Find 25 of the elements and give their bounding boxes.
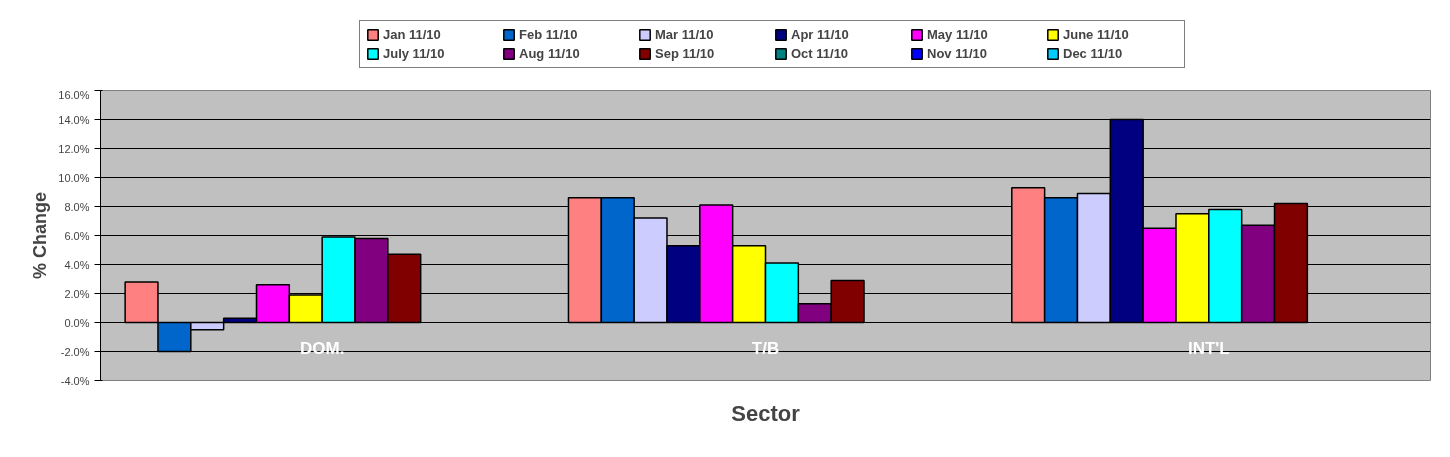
legend-label: Sep 11/10 [655, 46, 716, 61]
y-tick-label: -2.0% [60, 345, 90, 358]
legend-label: Oct 11/10 [791, 46, 850, 61]
y-tick-label: 12.0% [58, 142, 90, 155]
legend-label: July 11/10 [383, 46, 446, 61]
legend-label: Aug 11/10 [519, 46, 581, 61]
legend-label: June 11/10 [1063, 27, 1130, 42]
legend-label: May 11/10 [927, 27, 989, 42]
y-tick-label: 6.0% [64, 229, 90, 242]
y-tick-label: 2.0% [64, 287, 90, 300]
y-tick-label: 8.0% [64, 200, 90, 213]
y-tick-label: 4.0% [64, 258, 90, 271]
y-tick-label: 14.0% [58, 113, 90, 126]
legend-label: Jan 11/10 [383, 27, 442, 42]
legend-label: Dec 11/10 [1063, 46, 1124, 61]
y-tick-label: 16.0% [58, 88, 90, 101]
legend-label: Feb 11/10 [519, 27, 579, 42]
legend-label: Mar 11/10 [655, 27, 715, 42]
legend-label: Apr 11/10 [791, 27, 850, 42]
y-tick-label: 0.0% [64, 316, 90, 329]
y-axis-title: % Change [30, 191, 51, 280]
y-tick-label: -4.0% [60, 374, 90, 387]
y-tick-label: 10.0% [58, 171, 90, 184]
legend-label: Nov 11/10 [927, 46, 988, 61]
x-axis-title: Sector [731, 400, 801, 426]
